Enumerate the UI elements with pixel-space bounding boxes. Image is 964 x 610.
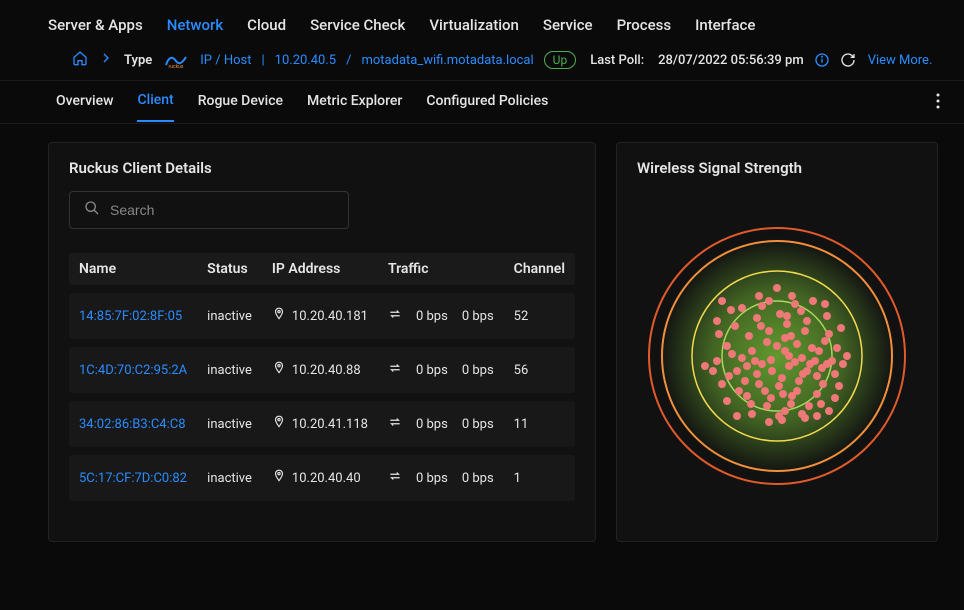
tab-rogue-device[interactable]: Rogue Device	[198, 93, 283, 121]
column-header: IP Address	[262, 253, 378, 285]
content-area: Ruckus Client Details NameStatusIP Addre…	[0, 124, 964, 560]
table-row: 14:85:7F:02:8F:05 inactive 10.20.40.181 0 b…	[69, 293, 575, 339]
client-name-link[interactable]: 34:02:86:B3:C4:C8	[79, 417, 186, 432]
client-status: inactive	[197, 401, 262, 447]
client-traffic: 0 bps0 bps	[388, 307, 494, 325]
column-header: Channel	[504, 253, 575, 285]
client-channel: 1	[504, 455, 575, 501]
top-nav: Server & Apps Network Cloud Service Check Vi…	[0, 0, 964, 44]
table-row: 1C:4D:70:C2:95:2A inactive 10.20.40.88 0 bp…	[69, 347, 575, 393]
nav-item-service-check[interactable]: Service Check	[310, 16, 405, 34]
client-status: inactive	[197, 455, 262, 501]
breadcrumb-hostname[interactable]: motadata_wifi.motadata.local	[361, 53, 533, 68]
search-input[interactable]	[110, 202, 334, 218]
column-header: Traffic	[378, 253, 504, 285]
tab-metric-explorer[interactable]: Metric Explorer	[307, 93, 402, 121]
client-ip: 10.20.40.88	[272, 361, 368, 379]
client-name-link[interactable]: 1C:4D:70:C2:95:2A	[79, 363, 187, 378]
table-row: 5C:17:CF:7D:C0:82 inactive 10.20.40.40 0 bp…	[69, 455, 575, 501]
column-header: Name	[69, 253, 197, 285]
search-icon	[84, 200, 100, 220]
client-ip: 10.20.41.118	[272, 415, 368, 433]
info-icon[interactable]	[814, 52, 830, 68]
search-wrap[interactable]	[69, 191, 349, 229]
breadcrumb-iphost-label: IP / Host	[200, 53, 251, 68]
location-pin-icon	[272, 361, 286, 379]
swap-icon	[388, 415, 402, 433]
signal-panel-title: Wireless Signal Strength	[637, 159, 917, 177]
location-pin-icon	[272, 415, 286, 433]
breadcrumb-bar: Type ruckus IP / Host | 10.20.40.5 / mot…	[0, 44, 964, 80]
view-more-link[interactable]: View More.	[868, 53, 933, 68]
client-ip: 10.20.40.40	[272, 469, 368, 487]
client-traffic: 0 bps0 bps	[388, 469, 494, 487]
swap-icon	[388, 361, 402, 379]
status-badge: Up	[544, 51, 577, 69]
clients-panel-title: Ruckus Client Details	[69, 159, 575, 177]
client-traffic: 0 bps0 bps	[388, 415, 494, 433]
tab-client[interactable]: Client	[137, 92, 173, 122]
location-pin-icon	[272, 307, 286, 325]
signal-chart	[637, 191, 917, 521]
nav-item-service[interactable]: Service	[543, 16, 593, 34]
kebab-menu-icon[interactable]	[936, 93, 940, 113]
client-traffic: 0 bps0 bps	[388, 361, 494, 379]
signal-panel: Wireless Signal Strength	[616, 142, 938, 542]
nav-item-cloud[interactable]: Cloud	[247, 16, 286, 34]
location-pin-icon	[272, 469, 286, 487]
clients-table: NameStatusIP AddressTrafficChannel 14:85…	[69, 245, 575, 509]
tab-configured-policies[interactable]: Configured Policies	[426, 93, 548, 121]
breadcrumb-type-label: Type	[124, 53, 152, 68]
client-channel: 56	[504, 347, 575, 393]
swap-icon	[388, 307, 402, 325]
chevron-right-icon	[98, 50, 114, 70]
nav-item-virtualization[interactable]: Virtualization	[429, 16, 519, 34]
nav-item-server-apps[interactable]: Server & Apps	[48, 16, 143, 34]
breadcrumb-separator: /	[346, 53, 351, 68]
nav-item-interface[interactable]: Interface	[695, 16, 755, 34]
column-header: Status	[197, 253, 262, 285]
swap-icon	[388, 469, 402, 487]
client-status: inactive	[197, 293, 262, 339]
client-ip: 10.20.40.181	[272, 307, 368, 325]
client-channel: 11	[504, 401, 575, 447]
clients-panel: Ruckus Client Details NameStatusIP Addre…	[48, 142, 596, 542]
refresh-icon[interactable]	[840, 52, 856, 68]
table-row: 34:02:86:B3:C4:C8 inactive 10.20.41.118 0 b…	[69, 401, 575, 447]
nav-item-process[interactable]: Process	[617, 16, 672, 34]
last-poll-label: Last Poll:	[590, 53, 644, 68]
breadcrumb-separator: |	[261, 53, 264, 68]
client-name-link[interactable]: 14:85:7F:02:8F:05	[79, 309, 182, 324]
sub-nav: Overview Client Rogue Device Metric Explore…	[0, 80, 964, 124]
client-status: inactive	[197, 347, 262, 393]
brand-icon: ruckus	[162, 50, 190, 70]
svg-text:ruckus: ruckus	[169, 64, 184, 69]
last-poll-value: 28/07/2022 05:56:39 pm	[658, 53, 804, 68]
nav-item-network[interactable]: Network	[167, 16, 223, 34]
breadcrumb-ip[interactable]: 10.20.40.5	[275, 53, 336, 68]
client-name-link[interactable]: 5C:17:CF:7D:C0:82	[79, 471, 187, 486]
tab-overview[interactable]: Overview	[56, 93, 113, 121]
home-icon[interactable]	[72, 50, 88, 70]
client-channel: 52	[504, 293, 575, 339]
